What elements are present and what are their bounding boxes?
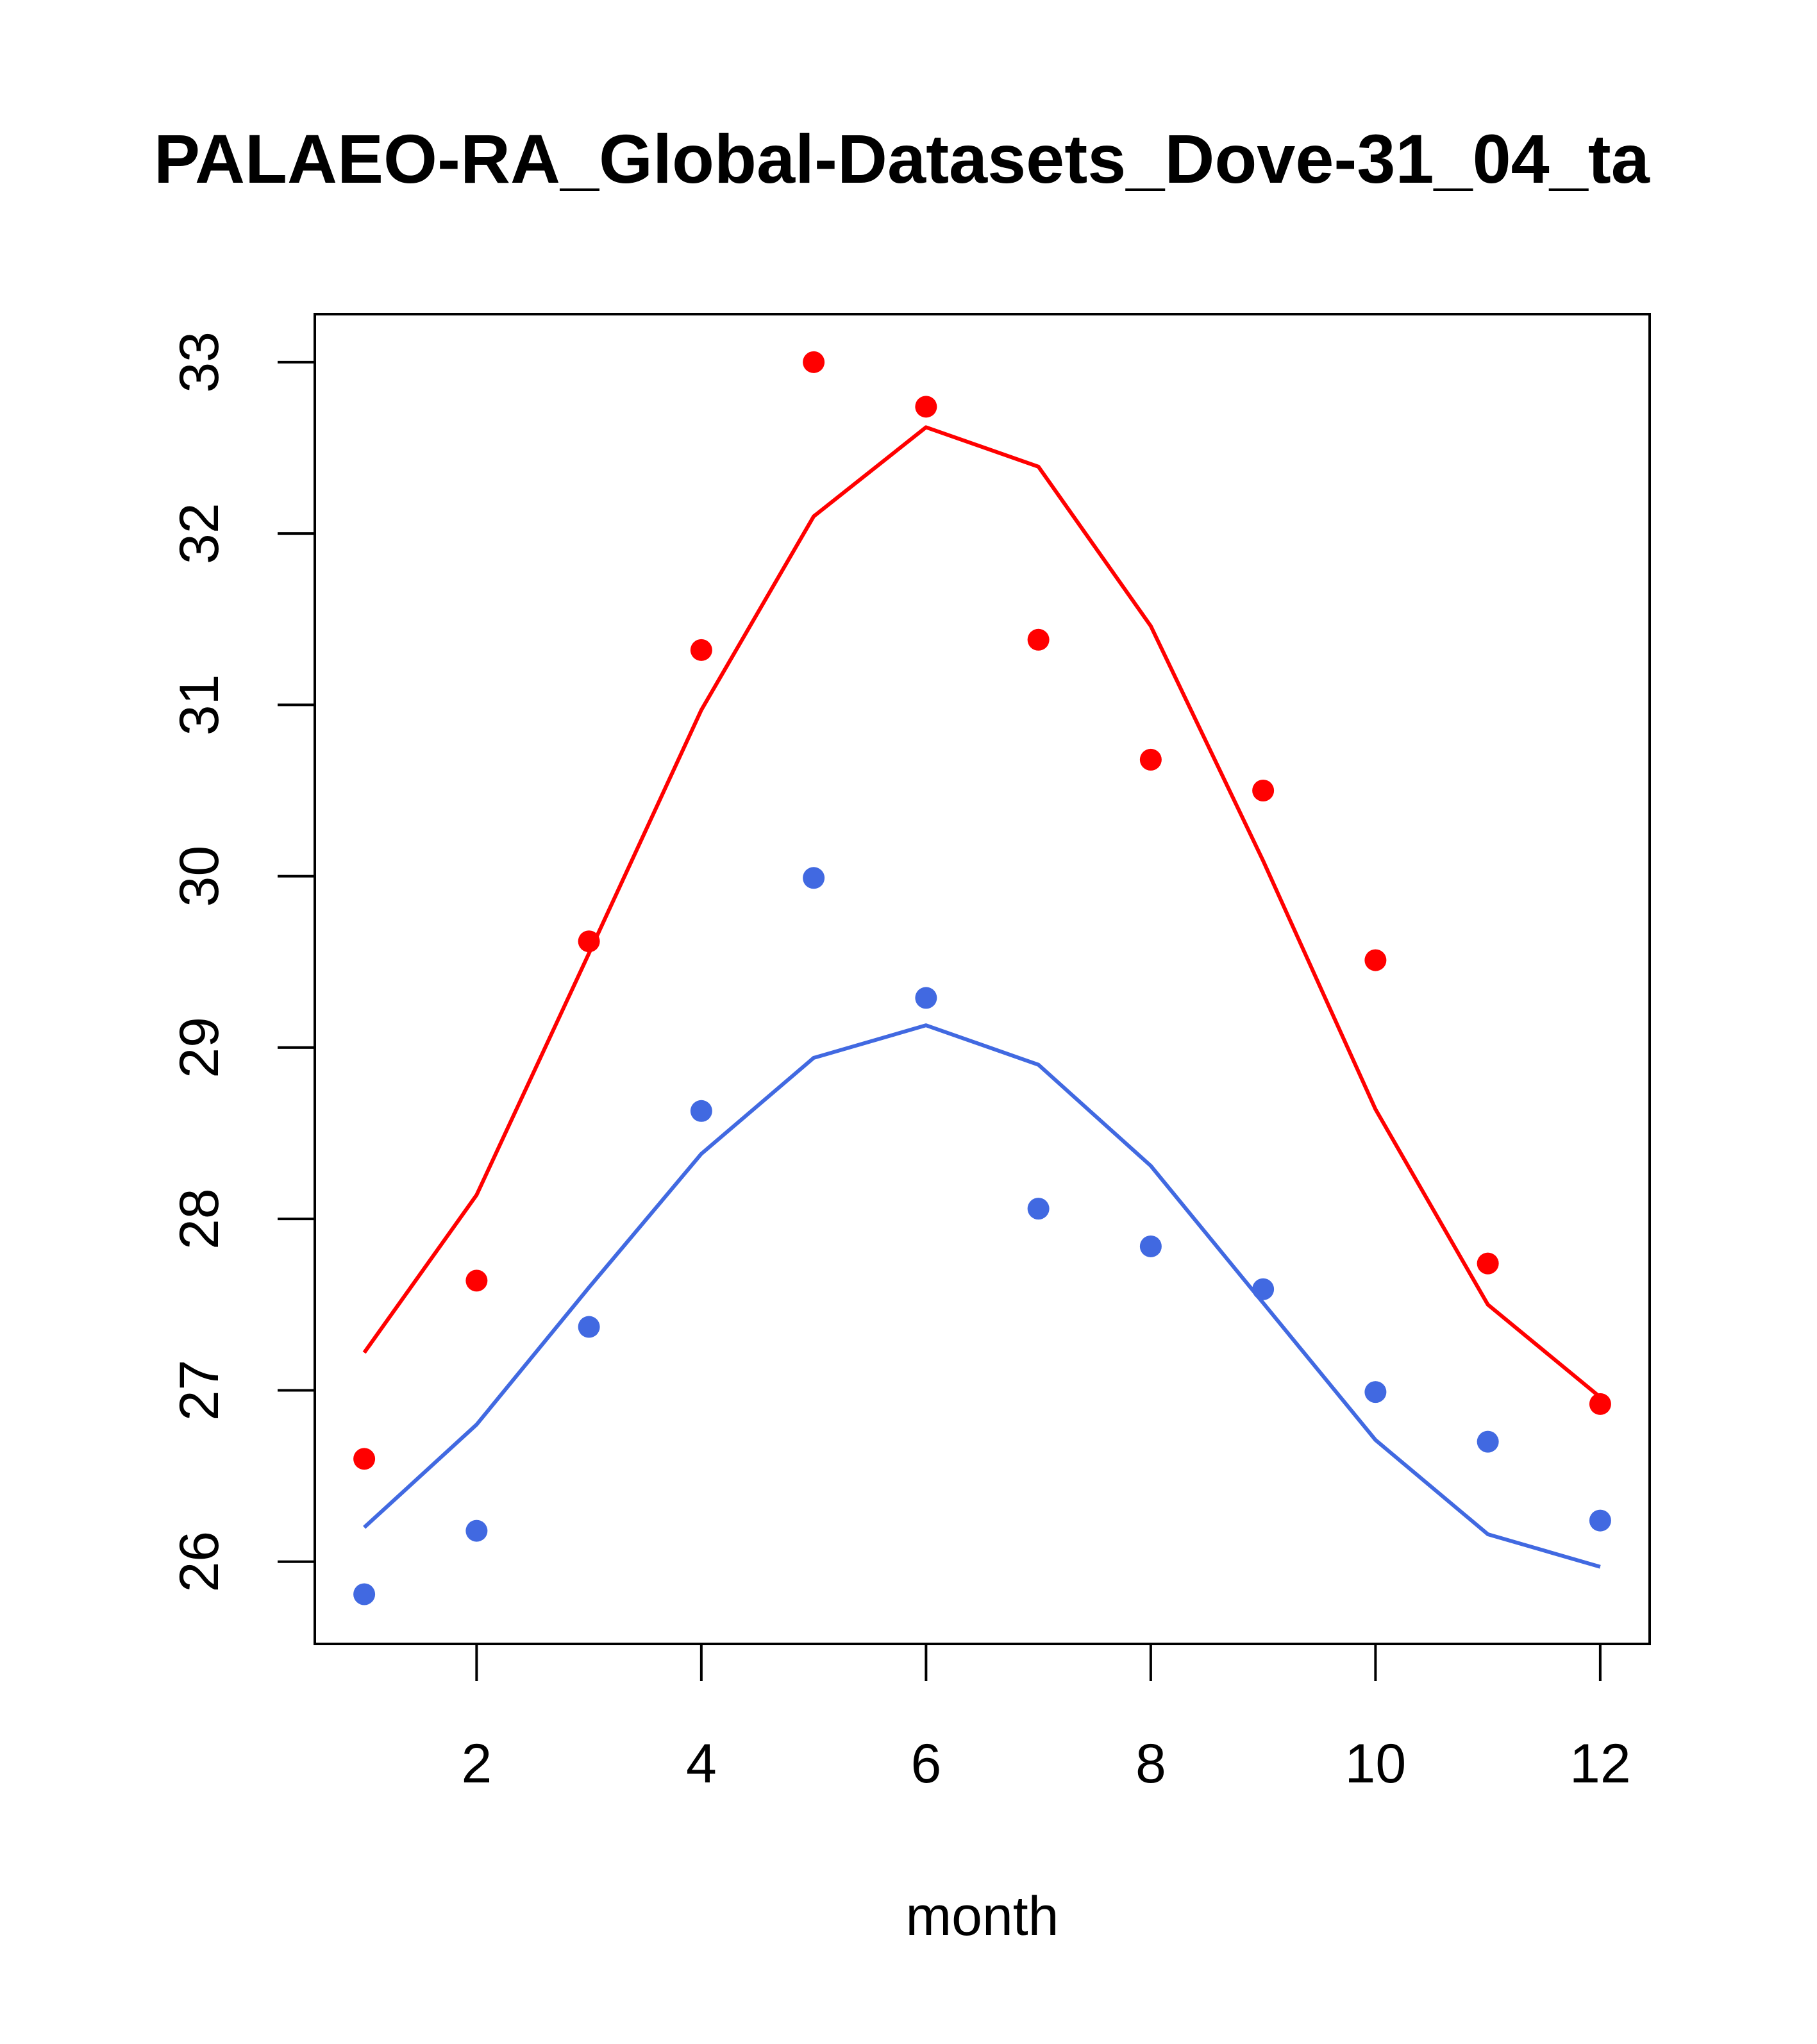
y-tick-label: 26: [169, 1531, 230, 1593]
plot-frame: [314, 313, 1651, 1645]
series-layer: [353, 351, 1611, 1605]
y-tick-label: 30: [169, 846, 230, 907]
red-points-point: [1589, 1393, 1611, 1415]
blue-points: [353, 867, 1611, 1605]
blue-points-point: [1252, 1278, 1275, 1300]
blue-points-point: [690, 1100, 712, 1122]
red-points-point: [1477, 1252, 1499, 1275]
red-points-point: [353, 1448, 376, 1470]
red-points: [353, 351, 1611, 1470]
x-tick-label: 4: [686, 1733, 717, 1795]
blue-points-point: [578, 1316, 600, 1338]
x-axis-label: month: [905, 1886, 1059, 1947]
x-tick-label: 6: [910, 1733, 941, 1795]
x-axis: 2 4 6 8 10 12: [461, 1643, 1631, 1795]
blue-line: [363, 1023, 1601, 1569]
red-points-point: [1252, 780, 1275, 802]
blue-points-point: [1139, 1235, 1162, 1257]
red-points-point: [915, 396, 937, 418]
y-tick-label: 29: [169, 1017, 230, 1078]
red-points-point: [1027, 628, 1050, 651]
red-line: [362, 425, 1602, 1399]
blue-points-point: [1364, 1381, 1387, 1403]
x-tick-label: 10: [1345, 1733, 1407, 1795]
chart-title: PALAEO-RA_Global-Datasets_Dove-31_04_ta: [154, 120, 1650, 197]
blue-points-point: [1027, 1198, 1050, 1220]
red-points-point: [803, 351, 825, 373]
blue-points-point: [1589, 1509, 1611, 1532]
y-tick-label: 28: [169, 1188, 230, 1250]
blue-points-point: [353, 1583, 376, 1605]
blue-points-point: [915, 987, 937, 1009]
x-tick-label: 2: [461, 1733, 492, 1795]
x-tick-label: 8: [1135, 1733, 1166, 1795]
y-tick-label: 31: [169, 674, 230, 736]
y-axis: 26 27 28 29 30 31 32 33: [169, 331, 316, 1593]
red-points-point: [690, 639, 712, 661]
red-points-point: [465, 1269, 488, 1292]
blue-points-point: [465, 1520, 488, 1542]
y-tick-label: 32: [169, 503, 230, 564]
red-points-point: [1139, 748, 1162, 771]
y-tick-label: 33: [169, 331, 230, 393]
y-tick-label: 27: [169, 1360, 230, 1421]
red-points-point: [578, 930, 600, 953]
red-points-point: [1364, 949, 1387, 971]
blue-points-point: [803, 867, 825, 889]
x-tick-label: 12: [1570, 1733, 1631, 1795]
blue-points-point: [1477, 1430, 1499, 1453]
